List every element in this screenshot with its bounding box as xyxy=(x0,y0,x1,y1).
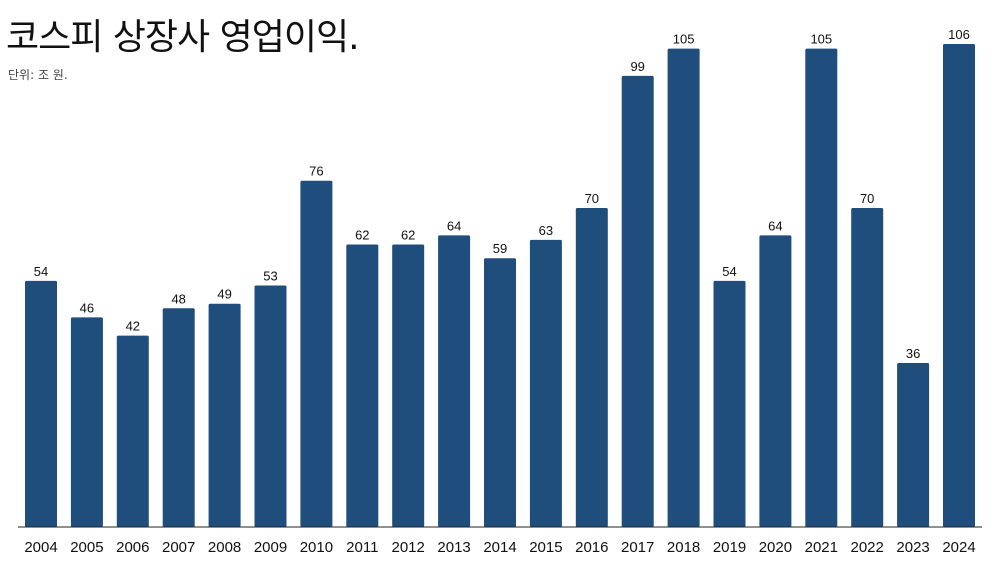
chart-subtitle: 단위: 조 원. xyxy=(8,68,68,82)
bars-group xyxy=(25,44,975,528)
x-tick-label-2020: 2020 xyxy=(759,539,792,556)
value-label-2021: 105 xyxy=(810,32,832,47)
x-tick-label-2019: 2019 xyxy=(713,539,746,556)
value-label-2005: 46 xyxy=(80,300,94,315)
bar-2019 xyxy=(713,280,746,527)
x-tick-label-2004: 2004 xyxy=(24,539,57,556)
bar-2024 xyxy=(943,44,975,527)
value-label-2009: 53 xyxy=(263,269,277,284)
bar-2018 xyxy=(667,48,700,527)
x-tick-labels-group: 2004 2005 2006 2007 2008 2009 2010 2011 2012 2013… xyxy=(24,539,975,556)
value-label-2014: 59 xyxy=(493,241,507,256)
value-label-2008: 49 xyxy=(217,287,231,302)
x-tick-label-2011: 2011 xyxy=(346,539,378,556)
value-label-2020: 64 xyxy=(768,218,782,233)
x-tick-label-2015: 2015 xyxy=(529,539,562,556)
x-tick-label-2005: 2005 xyxy=(70,539,103,556)
x-tick-label-2016: 2016 xyxy=(575,539,608,556)
value-label-2011: 62 xyxy=(355,228,369,243)
value-label-2019: 54 xyxy=(722,264,736,279)
bar-2014 xyxy=(484,258,516,527)
bar-2017 xyxy=(621,75,654,528)
bar-2005 xyxy=(70,317,103,527)
bar-2012 xyxy=(392,244,425,527)
bar-2013 xyxy=(438,235,471,527)
value-label-2022: 70 xyxy=(860,191,874,206)
bar-2006 xyxy=(116,335,149,527)
x-tick-label-2013: 2013 xyxy=(437,539,470,556)
bar-2021 xyxy=(805,48,838,527)
bar-2023 xyxy=(897,363,930,527)
x-tick-label-2021: 2021 xyxy=(805,539,838,556)
x-tick-label-2006: 2006 xyxy=(116,539,149,556)
bar-2010 xyxy=(300,180,333,527)
value-label-2010: 76 xyxy=(309,164,323,179)
value-label-2013: 64 xyxy=(447,218,461,233)
x-tick-label-2017: 2017 xyxy=(621,539,654,556)
bar-2011 xyxy=(346,244,379,527)
x-tick-label-2008: 2008 xyxy=(208,539,241,556)
value-labels-group: 54 46 42 48 49 53 76 62 62 64 59 63 70 99 105 54 64 105 70… xyxy=(34,27,970,361)
x-tick-label-2023: 2023 xyxy=(896,539,929,556)
x-tick-label-2024: 2024 xyxy=(942,539,975,556)
value-label-2017: 99 xyxy=(630,59,644,74)
x-tick-label-2018: 2018 xyxy=(667,539,700,556)
x-tick-label-2014: 2014 xyxy=(483,539,516,556)
value-label-2024: 106 xyxy=(948,27,970,42)
x-tick-label-2012: 2012 xyxy=(392,539,425,556)
value-label-2004: 54 xyxy=(34,264,48,279)
value-label-2016: 70 xyxy=(585,191,599,206)
x-tick-label-2022: 2022 xyxy=(851,539,884,556)
bar-2022 xyxy=(851,208,884,527)
bar-2015 xyxy=(529,239,562,527)
bar-2020 xyxy=(759,235,792,527)
value-label-2006: 42 xyxy=(126,319,140,334)
value-label-2018: 105 xyxy=(673,32,695,47)
bar-2004 xyxy=(25,280,57,527)
x-tick-label-2010: 2010 xyxy=(300,539,333,556)
x-tick-label-2007: 2007 xyxy=(162,539,195,556)
value-label-2012: 62 xyxy=(401,228,415,243)
bar-2008 xyxy=(208,303,241,527)
bar-2007 xyxy=(162,308,195,527)
chart-title: 코스피 상장사 영업이익. xyxy=(6,17,360,58)
value-label-2007: 48 xyxy=(171,291,185,306)
bar-2009 xyxy=(254,285,287,527)
value-label-2023: 36 xyxy=(906,346,920,361)
x-tick-label-2009: 2009 xyxy=(254,539,287,556)
bar-2016 xyxy=(575,208,608,527)
value-label-2015: 63 xyxy=(539,223,553,238)
